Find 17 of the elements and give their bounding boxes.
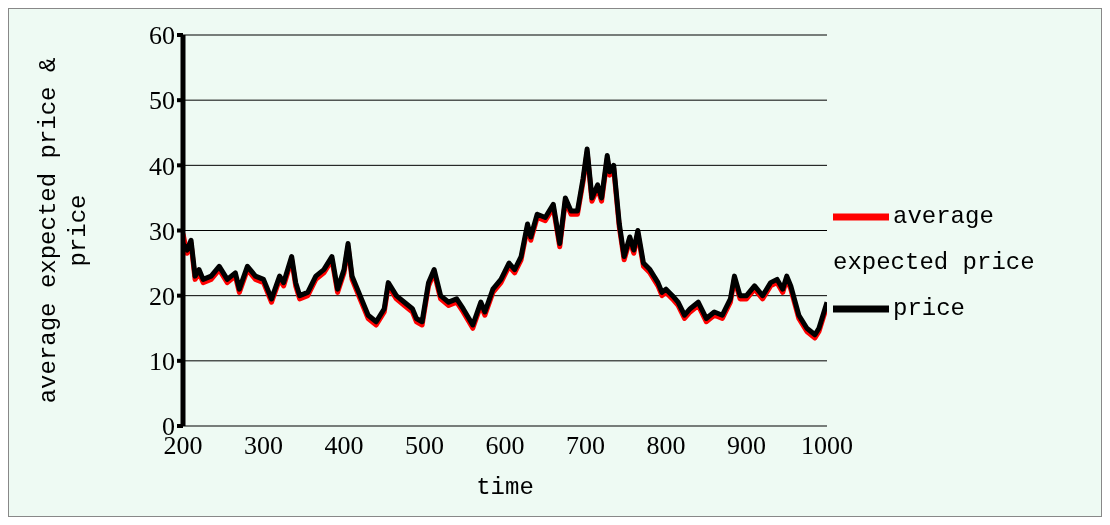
y-tick-label: 20 bbox=[149, 281, 175, 311]
y-tick-label: 60 bbox=[149, 21, 175, 51]
y-axis-title: average expected price & price bbox=[35, 57, 92, 404]
x-tick-label: 600 bbox=[485, 431, 525, 461]
x-tick-label: 300 bbox=[244, 431, 283, 461]
x-tick-label: 900 bbox=[727, 431, 766, 461]
x-tick-label: 800 bbox=[646, 431, 686, 461]
x-tick-label: 700 bbox=[566, 431, 605, 461]
x-axis-title: time bbox=[476, 474, 534, 501]
x-tick-label: 1000 bbox=[801, 431, 853, 461]
y-tick-label: 10 bbox=[149, 347, 175, 377]
x-tick-label: 400 bbox=[324, 431, 364, 461]
y-tick-label: 50 bbox=[149, 86, 175, 116]
legend-label: price bbox=[893, 294, 966, 322]
y-tick-label: 40 bbox=[149, 151, 175, 181]
x-tick-label: 500 bbox=[405, 431, 444, 461]
y-tick-label: 30 bbox=[149, 216, 175, 246]
